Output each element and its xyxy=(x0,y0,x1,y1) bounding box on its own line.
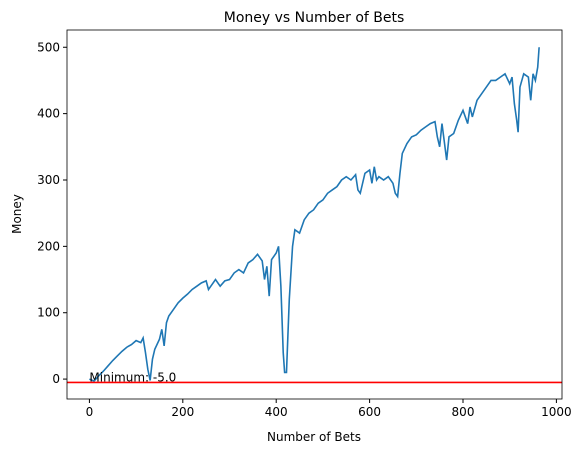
x-axis-label: Number of Bets xyxy=(267,430,361,444)
chart-title: Money vs Number of Bets xyxy=(224,10,405,26)
y-tick-label: 400 xyxy=(37,107,60,121)
x-tick-label: 800 xyxy=(452,405,475,419)
plot-frame xyxy=(66,29,563,400)
x-tick-label: 1000 xyxy=(541,405,572,419)
y-tick-label: 300 xyxy=(37,173,60,187)
annotation: Minimum: -5.0 xyxy=(89,370,176,384)
x-tick-label: 400 xyxy=(265,405,288,419)
line-series xyxy=(89,47,540,383)
y-tick-label: 500 xyxy=(37,40,60,54)
x-tick-label: 600 xyxy=(358,405,381,419)
y-tick-label: 0 xyxy=(52,372,60,386)
x-tick-label: 0 xyxy=(86,405,94,419)
x-tick-label: 200 xyxy=(171,405,194,419)
y-tick-label: 200 xyxy=(37,239,60,253)
y-tick-label: 100 xyxy=(37,306,60,320)
y-axis-label: Money xyxy=(10,194,24,234)
